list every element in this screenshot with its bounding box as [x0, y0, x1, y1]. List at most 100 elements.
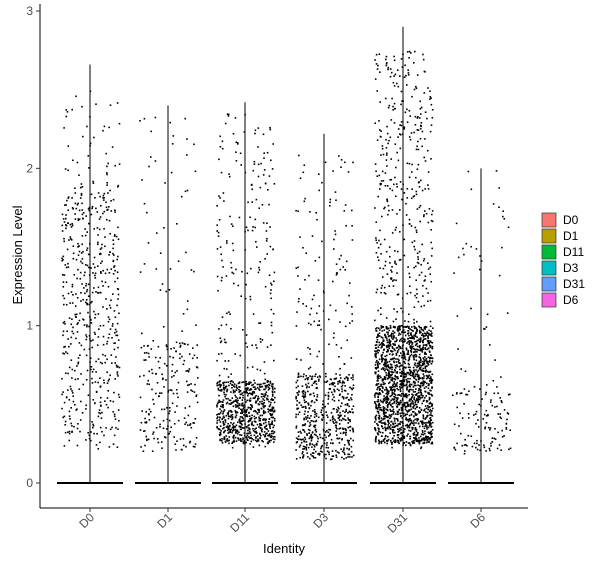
- point-d3: [333, 390, 336, 392]
- point-d11: [258, 389, 261, 391]
- point-d31: [401, 406, 403, 409]
- point-d0: [65, 224, 68, 227]
- point-d31: [374, 401, 376, 403]
- point-d31: [429, 408, 432, 411]
- point-d1: [148, 408, 151, 411]
- point-d1: [150, 348, 153, 350]
- point-d31: [422, 380, 425, 382]
- point-d3: [328, 343, 330, 346]
- point-d31: [374, 319, 376, 322]
- point-d11: [238, 386, 240, 388]
- point-d3: [343, 210, 346, 212]
- point-d11: [241, 399, 244, 401]
- point-d0: [90, 267, 92, 269]
- point-d31: [386, 398, 388, 401]
- point-d31: [408, 389, 410, 392]
- point-d31: [410, 397, 413, 399]
- point-d11: [258, 444, 261, 447]
- point-d3: [296, 379, 299, 382]
- point-d3: [313, 445, 316, 448]
- point-d31: [403, 126, 406, 128]
- point-d3: [307, 377, 310, 379]
- point-d0: [77, 254, 80, 256]
- point-d6: [461, 417, 464, 419]
- point-d3: [298, 391, 300, 393]
- point-d31: [423, 304, 425, 307]
- point-d31: [382, 410, 385, 413]
- point-d31: [417, 129, 420, 131]
- point-d0: [92, 339, 94, 341]
- point-d6: [492, 203, 495, 205]
- point-d31: [430, 414, 433, 416]
- point-d31: [401, 370, 403, 373]
- point-d1: [179, 353, 181, 355]
- point-d31: [389, 255, 391, 258]
- point-d31: [380, 368, 383, 370]
- point-d6: [482, 418, 484, 420]
- point-d3: [321, 407, 324, 409]
- point-d31: [392, 353, 394, 355]
- point-d31: [431, 117, 434, 119]
- point-d11: [258, 408, 260, 411]
- point-d31: [397, 434, 400, 436]
- point-d11: [249, 216, 251, 219]
- point-d31: [423, 327, 426, 330]
- point-d31: [420, 438, 423, 440]
- point-d0: [63, 240, 65, 243]
- point-d31: [409, 347, 412, 349]
- point-d31: [386, 185, 389, 187]
- point-d31: [430, 255, 433, 257]
- point-d11: [232, 440, 235, 443]
- point-d0: [70, 239, 73, 241]
- legend-label-d11: D11: [563, 245, 584, 259]
- point-d0: [79, 197, 82, 199]
- point-d31: [384, 412, 387, 414]
- point-d0: [102, 324, 105, 327]
- point-d0: [63, 415, 66, 418]
- point-d31: [403, 326, 406, 328]
- point-d0: [87, 208, 90, 210]
- point-d3: [348, 419, 351, 421]
- point-d31: [381, 344, 383, 347]
- point-d31: [425, 439, 427, 441]
- point-d3: [311, 298, 314, 301]
- point-d31: [391, 266, 393, 268]
- point-d3: [317, 453, 319, 455]
- point-d31: [393, 395, 395, 398]
- point-d31: [419, 411, 421, 413]
- point-d0: [64, 420, 67, 423]
- point-d31: [416, 117, 419, 119]
- point-d31: [391, 386, 393, 389]
- point-d31: [413, 371, 416, 373]
- point-d11: [266, 253, 268, 255]
- point-d31: [386, 354, 388, 357]
- point-d11: [268, 441, 271, 443]
- point-d31: [426, 400, 429, 402]
- point-d3: [313, 395, 316, 397]
- point-d6: [467, 413, 470, 415]
- point-d31: [382, 367, 384, 369]
- point-d11: [224, 419, 226, 421]
- point-d31: [378, 174, 381, 177]
- point-d6: [496, 386, 498, 388]
- point-d1: [172, 356, 174, 359]
- point-d3: [306, 377, 308, 380]
- point-d31: [382, 351, 384, 354]
- point-d3: [309, 211, 311, 213]
- point-d11: [248, 399, 251, 402]
- point-d0: [67, 431, 69, 433]
- point-d11: [255, 198, 258, 201]
- point-d6: [456, 442, 458, 445]
- point-d31: [408, 381, 411, 383]
- point-d31: [406, 410, 408, 412]
- point-d31: [388, 402, 390, 404]
- point-d31: [426, 436, 429, 438]
- point-d31: [415, 414, 417, 416]
- point-d0: [77, 219, 80, 222]
- point-d3: [309, 393, 311, 396]
- point-d11: [254, 431, 256, 433]
- point-d11: [273, 401, 276, 404]
- point-d11: [229, 313, 231, 315]
- point-d31: [378, 402, 380, 405]
- point-d11: [241, 411, 244, 413]
